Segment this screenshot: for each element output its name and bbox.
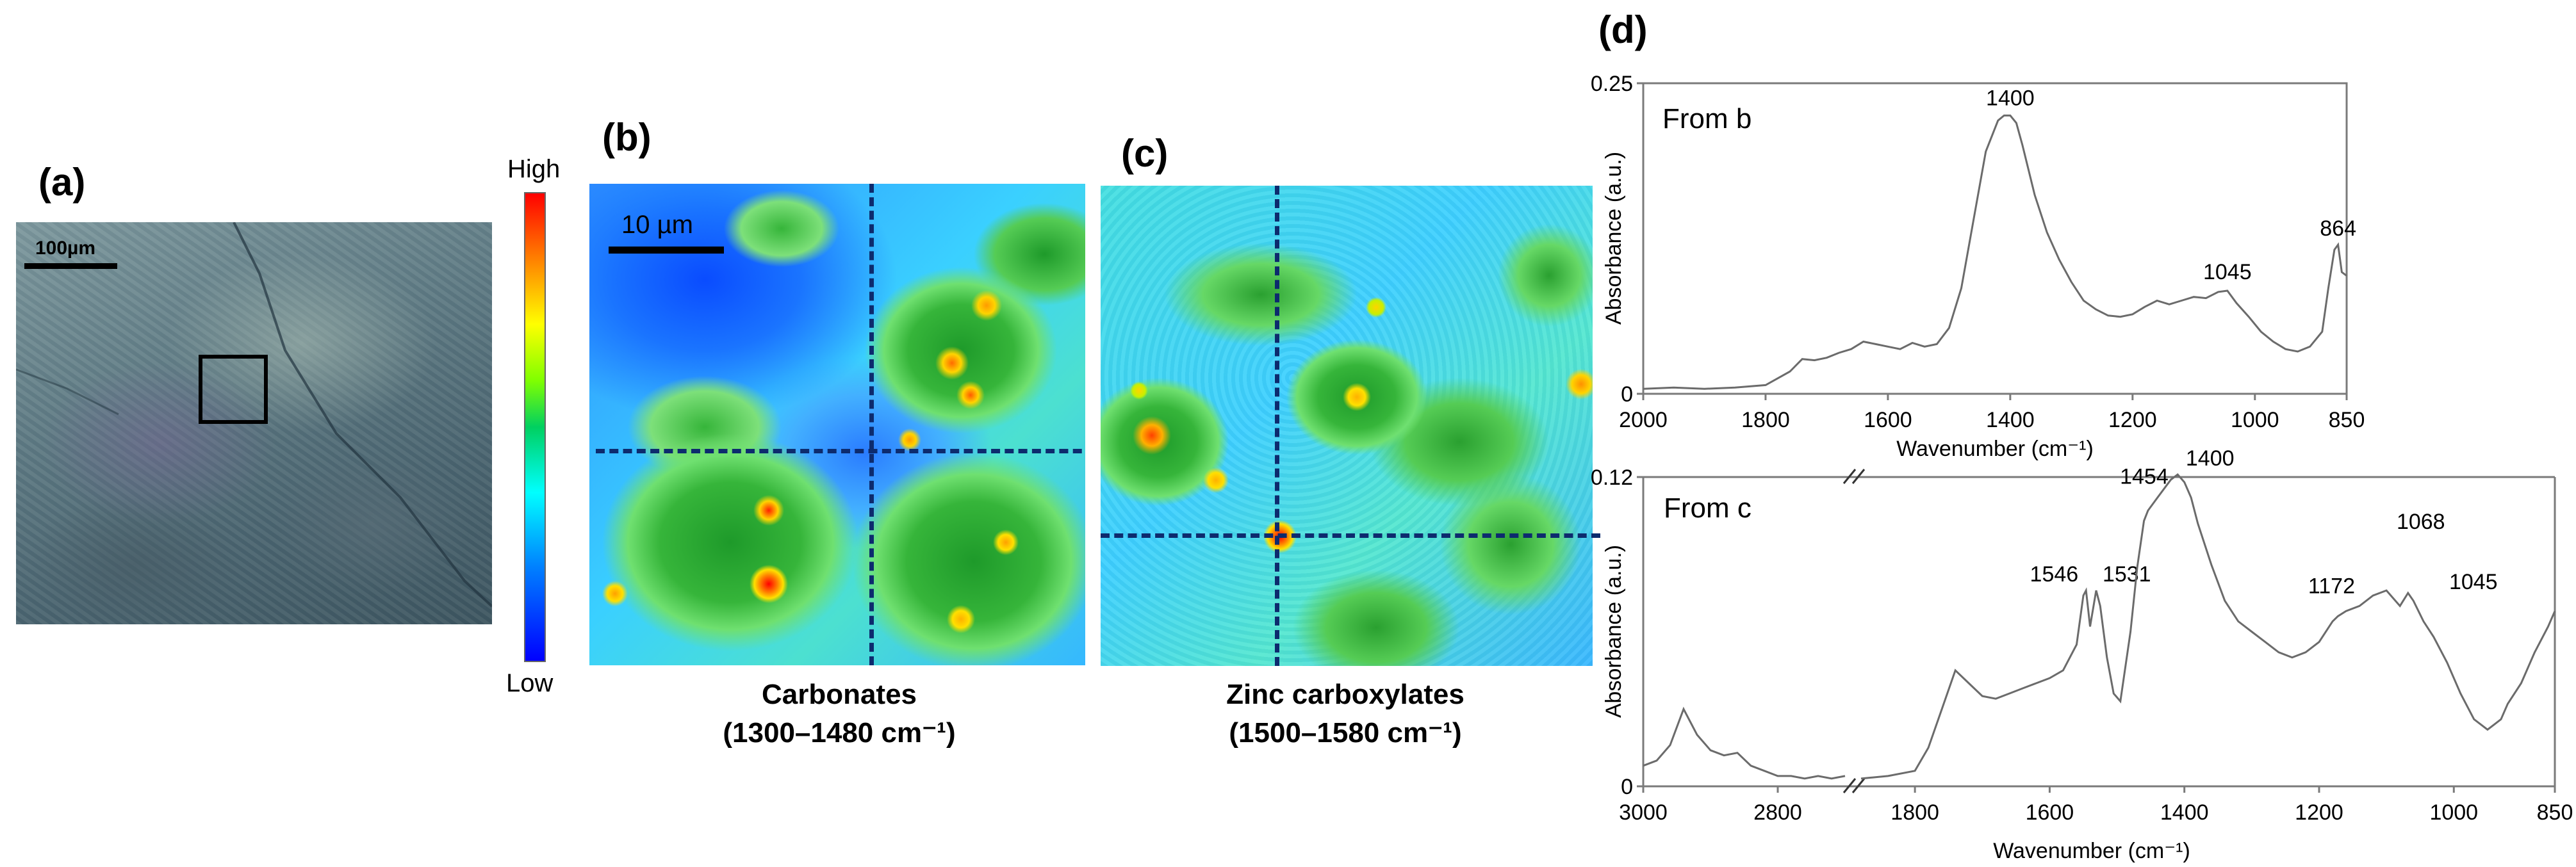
panel-b-label: (b) xyxy=(602,116,652,159)
spectrum-c-panel-text: From c xyxy=(1664,492,1752,524)
crosshair-horizontal-c-ext xyxy=(1593,533,1600,538)
spectrum-c-xtick-label: 1600 xyxy=(2026,800,2074,825)
carbonates-map: 10 µm xyxy=(589,184,1085,665)
spectrum-b-xtick-label: 1400 xyxy=(1986,408,2035,432)
spectrum-c-line-right xyxy=(1860,473,2556,780)
caption-b-line1: Carbonates xyxy=(761,679,917,710)
panel-a-label: (a) xyxy=(38,161,86,204)
spectrum-b-peak-label: 1045 xyxy=(2203,260,2252,284)
crosshair-vertical-b xyxy=(869,184,874,665)
caption-c-line2: (1500–1580 cm⁻¹) xyxy=(1229,717,1462,749)
caption-b: Carbonates (1300–1480 cm⁻¹) xyxy=(666,676,1012,752)
spectrum-b-ytick-label: 0.25 xyxy=(1591,72,1633,96)
spectrum-c-xlabel: Wavenumber (cm⁻¹) xyxy=(1993,839,2190,863)
spectrum-b-ytick-label: 0 xyxy=(1621,382,1633,407)
spectrum-c-xtick-label: 3000 xyxy=(1619,800,1668,825)
zinc-carboxylates-map xyxy=(1101,186,1593,666)
scale-bar-b-label: 10 µm xyxy=(621,211,693,239)
spectrum-b-panel-text: From b xyxy=(1662,103,1752,134)
spectrum-c-peak-label: 1454 xyxy=(2120,464,2169,489)
colorbar-low-label: Low xyxy=(506,669,554,697)
spectrum-c-xtick-label: 1800 xyxy=(1891,800,1939,825)
spectrum-c-ylabel: Absorbance (a.u.) xyxy=(1602,545,1626,718)
spectrum-b-line xyxy=(1643,114,2347,390)
panel-d-label: (d) xyxy=(1598,8,1648,51)
spectrum-b-ylabel: Absorbance (a.u.) xyxy=(1602,152,1626,325)
spectrum-b-xtick-label: 2000 xyxy=(1619,408,1668,432)
spectrum-c-peak-label: 1400 xyxy=(2186,446,2235,471)
region-marker-square xyxy=(199,355,268,424)
spectrum-c-xtick-label: 2800 xyxy=(1753,800,1802,825)
spectrum-b-peak-label: 864 xyxy=(2320,216,2356,241)
spectrum-c-ytick-label: 0 xyxy=(1621,775,1633,799)
scale-bar-a-label: 100µm xyxy=(35,238,96,259)
spectrum-c-xtick-label: 850 xyxy=(2537,800,2573,825)
crosshair-horizontal-b xyxy=(596,449,1085,453)
spectrum-c-chart: From c Absorbance (a.u.) Wavenumber (cm⁻… xyxy=(1591,446,2573,863)
spectrum-c-ytick-label: 0.12 xyxy=(1591,466,1633,490)
axis-break-bottom xyxy=(1842,778,1866,793)
colorbar xyxy=(524,192,546,662)
spectrum-c-peak-label: 1172 xyxy=(2308,574,2355,598)
caption-c-line1: Zinc carboxylates xyxy=(1226,679,1464,710)
micrograph-image: 100µm xyxy=(16,222,492,624)
spectrum-b-xtick-label: 1600 xyxy=(1864,408,1912,432)
scale-bar-b xyxy=(609,247,724,254)
spectrum-c-peak-label: 1546 xyxy=(2030,562,2079,587)
spectrum-b-plot-frame xyxy=(1642,82,2348,395)
crosshair-horizontal-c xyxy=(1101,533,1593,538)
caption-b-line2: (1300–1480 cm⁻¹) xyxy=(723,717,956,749)
spectrum-c-peak-label: 1531 xyxy=(2103,562,2151,587)
spectrum-b-xtick-label: 1000 xyxy=(2231,408,2279,432)
spectrum-b-xtick-label: 850 xyxy=(2329,408,2365,432)
spectrum-c-peak-label: 1045 xyxy=(2449,570,2498,594)
caption-c: Zinc carboxylates (1500–1580 cm⁻¹) xyxy=(1153,676,1538,752)
spectrum-b-xtick-label: 1200 xyxy=(2108,408,2157,432)
spectrum-c-xtick-label: 1200 xyxy=(2295,800,2343,825)
spectrum-b-xlabel: Wavenumber (cm⁻¹) xyxy=(1896,437,2094,461)
spectrum-c-xtick-label: 1000 xyxy=(2429,800,2478,825)
spectrum-b-chart: From b Absorbance (a.u.) Wavenumber (cm⁻… xyxy=(1591,72,2365,461)
axis-break-top xyxy=(1842,469,1866,484)
spectrum-b-peak-label: 1400 xyxy=(1986,86,2035,111)
spectrum-c-line-left xyxy=(1643,706,1846,780)
scale-bar-a xyxy=(24,263,117,269)
spectrum-b-xtick-label: 1800 xyxy=(1741,408,1790,432)
crosshair-vertical-c xyxy=(1275,186,1279,666)
panel-c-label: (c) xyxy=(1121,132,1169,175)
spectrum-c-peak-label: 1068 xyxy=(2397,510,2445,534)
colorbar-high-label: High xyxy=(507,155,561,183)
spectrum-c-xtick-label: 1400 xyxy=(2160,800,2209,825)
